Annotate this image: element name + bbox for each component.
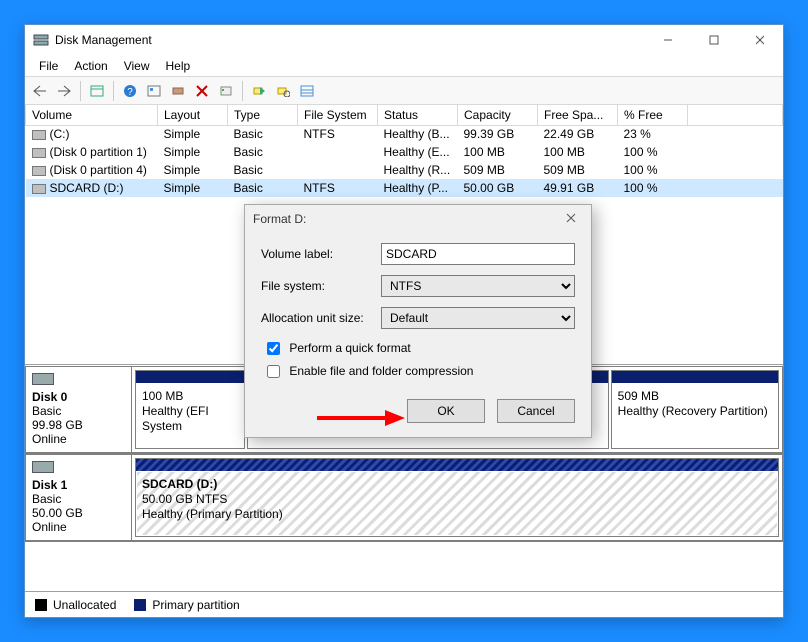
disk-icon bbox=[32, 373, 54, 385]
volume-row[interactable]: (C:)SimpleBasicNTFSHealthy (B...99.39 GB… bbox=[26, 125, 783, 143]
disk-size: 99.98 GB bbox=[32, 418, 83, 432]
settings-button[interactable] bbox=[143, 80, 165, 102]
disk-info: Disk 1 Basic 50.00 GB Online bbox=[25, 454, 131, 541]
legend: Unallocated Primary partition bbox=[25, 591, 783, 617]
disk-type: Basic bbox=[32, 404, 61, 418]
volume-table: VolumeLayoutTypeFile SystemStatusCapacit… bbox=[25, 105, 783, 197]
delete-button[interactable] bbox=[191, 80, 213, 102]
close-button[interactable] bbox=[737, 25, 783, 55]
disk-type: Basic bbox=[32, 492, 61, 506]
disk-name: Disk 1 bbox=[32, 478, 67, 492]
column-header[interactable]: % Free bbox=[618, 105, 688, 125]
menu-view[interactable]: View bbox=[116, 57, 158, 75]
quick-format-checkbox[interactable] bbox=[267, 342, 280, 355]
disk-status: Online bbox=[32, 520, 67, 534]
partition-size: 100 MB bbox=[142, 389, 183, 403]
column-header[interactable]: Status bbox=[378, 105, 458, 125]
partition-size: 509 MB bbox=[618, 389, 659, 403]
volume-row[interactable]: SDCARD (D:)SimpleBasicNTFSHealthy (P...5… bbox=[26, 179, 783, 197]
volume-row[interactable]: (Disk 0 partition 4)SimpleBasicHealthy (… bbox=[26, 161, 783, 179]
volume-label-input[interactable] bbox=[381, 243, 575, 265]
cancel-button[interactable]: Cancel bbox=[497, 399, 575, 423]
partition[interactable]: SDCARD (D:) 50.00 GB NTFS Healthy (Prima… bbox=[135, 458, 779, 537]
forward-button[interactable] bbox=[53, 80, 75, 102]
dialog-titlebar: Format D: bbox=[245, 205, 591, 233]
properties-button[interactable] bbox=[215, 80, 237, 102]
refresh-button[interactable] bbox=[248, 80, 270, 102]
partition-size: 50.00 GB NTFS bbox=[142, 492, 227, 506]
toolbar: ? bbox=[25, 77, 783, 105]
legend-unallocated: Unallocated bbox=[35, 598, 116, 612]
column-header[interactable]: Layout bbox=[158, 105, 228, 125]
maximize-button[interactable] bbox=[691, 25, 737, 55]
volume-icon bbox=[32, 130, 46, 140]
compress-label[interactable]: Enable file and folder compression bbox=[263, 364, 473, 378]
column-header[interactable]: Free Spa... bbox=[538, 105, 618, 125]
partition-status: Healthy (Recovery Partition) bbox=[618, 404, 768, 418]
menu-help[interactable]: Help bbox=[158, 57, 199, 75]
menubar: File Action View Help bbox=[25, 55, 783, 77]
list-button[interactable] bbox=[296, 80, 318, 102]
titlebar: Disk Management bbox=[25, 25, 783, 55]
partition[interactable]: 509 MB Healthy (Recovery Partition) bbox=[611, 370, 779, 449]
disk-name: Disk 0 bbox=[32, 390, 67, 404]
volume-icon bbox=[32, 166, 46, 176]
file-system-label: File system: bbox=[261, 279, 381, 293]
partition[interactable]: 100 MB Healthy (EFI System bbox=[135, 370, 245, 449]
disk-size: 50.00 GB bbox=[32, 506, 83, 520]
quick-format-label[interactable]: Perform a quick format bbox=[263, 341, 411, 355]
format-dialog: Format D: Volume label: File system: NTF… bbox=[244, 204, 592, 438]
dialog-close-button[interactable] bbox=[559, 212, 583, 226]
rescan-button[interactable] bbox=[272, 80, 294, 102]
column-header[interactable]: Type bbox=[228, 105, 298, 125]
help-button[interactable]: ? bbox=[119, 80, 141, 102]
menu-file[interactable]: File bbox=[31, 57, 66, 75]
compress-checkbox[interactable] bbox=[267, 365, 280, 378]
disk-row: Disk 1 Basic 50.00 GB Online SDCARD (D:)… bbox=[25, 454, 783, 542]
column-header[interactable]: File System bbox=[298, 105, 378, 125]
partitions: SDCARD (D:) 50.00 GB NTFS Healthy (Prima… bbox=[131, 454, 783, 541]
disk-icon bbox=[32, 461, 54, 473]
app-icon bbox=[33, 32, 49, 48]
partition-title: SDCARD (D:) bbox=[142, 477, 217, 491]
allocation-unit-label: Allocation unit size: bbox=[261, 311, 381, 325]
action-button[interactable] bbox=[167, 80, 189, 102]
menu-action[interactable]: Action bbox=[66, 57, 115, 75]
svg-text:?: ? bbox=[127, 87, 133, 98]
column-header[interactable]: Capacity bbox=[458, 105, 538, 125]
legend-primary: Primary partition bbox=[134, 598, 239, 612]
allocation-unit-select[interactable]: Default bbox=[381, 307, 575, 329]
volume-row[interactable]: (Disk 0 partition 1)SimpleBasicHealthy (… bbox=[26, 143, 783, 161]
volume-icon bbox=[32, 184, 46, 194]
disk-status: Online bbox=[32, 432, 67, 446]
partition-status: Healthy (EFI System bbox=[142, 404, 209, 433]
file-system-select[interactable]: NTFS bbox=[381, 275, 575, 297]
show-hide-button[interactable] bbox=[86, 80, 108, 102]
minimize-button[interactable] bbox=[645, 25, 691, 55]
volume-label-label: Volume label: bbox=[261, 247, 381, 261]
column-header[interactable]: Volume bbox=[26, 105, 158, 125]
partition-status: Healthy (Primary Partition) bbox=[142, 507, 283, 521]
disk-info: Disk 0 Basic 99.98 GB Online bbox=[25, 366, 131, 453]
volume-icon bbox=[32, 148, 46, 158]
dialog-title: Format D: bbox=[253, 212, 306, 226]
window-title: Disk Management bbox=[55, 33, 152, 47]
ok-button[interactable]: OK bbox=[407, 399, 485, 423]
back-button[interactable] bbox=[29, 80, 51, 102]
